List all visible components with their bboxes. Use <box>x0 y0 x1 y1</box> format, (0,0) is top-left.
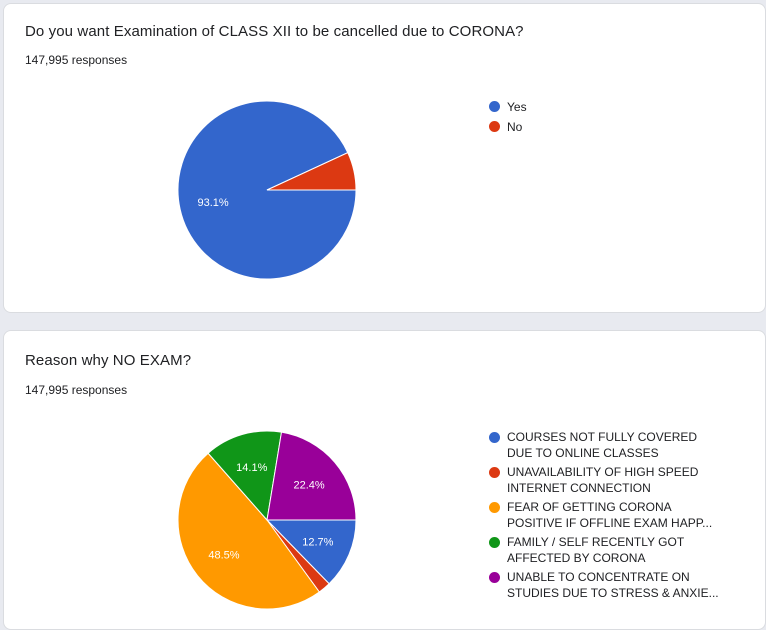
question-title: Reason why NO EXAM? <box>25 352 192 369</box>
pie-slice <box>177 452 321 610</box>
pie-chart: 12.7% 48.5% 14.1% 22.4% <box>177 430 357 610</box>
pie-slice <box>207 430 283 522</box>
legend-swatch <box>489 467 500 478</box>
legend-label: No <box>507 120 523 134</box>
slice-value-label: 48.5% <box>208 550 239 562</box>
pie-slice <box>266 151 357 191</box>
legend-item: UNABLE TO CONCENTRATE ON STUDIES DUE TO S… <box>489 569 729 604</box>
legend-swatch <box>489 121 500 132</box>
legend-swatch <box>489 502 500 513</box>
legend-swatch <box>489 572 500 583</box>
chart-card-reason: Reason why NO EXAM? 147,995 responses 12… <box>3 330 766 630</box>
legend-item: COURSES NOT FULLY COVERED DUE TO ONLINE C… <box>489 429 729 464</box>
legend-label: POSITIVE IF OFFLINE EXAM HAPP... <box>507 516 713 530</box>
slice-value-label: 22.4% <box>293 479 324 491</box>
legend-item: Yes <box>489 99 527 119</box>
chart-card-exam-cancel: Do you want Examination of CLASS XII to … <box>3 3 766 313</box>
slice-value-label: 14.1% <box>236 462 267 474</box>
legend-label: COURSES NOT FULLY COVERED <box>507 430 698 444</box>
legend-label: UNAVAILABILITY OF HIGH SPEED <box>507 465 699 479</box>
legend-label: STUDIES DUE TO STRESS & ANXIE... <box>507 586 719 600</box>
legend-swatch <box>489 101 500 112</box>
legend-label: FEAR OF GETTING CORONA <box>507 500 672 514</box>
slice-value-label: 93.1% <box>198 197 229 209</box>
legend-swatch <box>489 537 500 548</box>
chart-legend: COURSES NOT FULLY COVERED DUE TO ONLINE C… <box>489 429 729 604</box>
pie-slice <box>266 431 357 521</box>
response-count: 147,995 responses <box>25 53 128 67</box>
response-count: 147,995 responses <box>25 383 128 397</box>
slice-value-label: 12.7% <box>302 536 333 548</box>
question-title: Do you want Examination of CLASS XII to … <box>25 23 524 40</box>
legend-label: FAMILY / SELF RECENTLY GOT <box>507 535 685 549</box>
legend-label: Yes <box>507 100 527 114</box>
legend-label: UNABLE TO CONCENTRATE ON <box>507 570 690 584</box>
legend-item: FEAR OF GETTING CORONA POSITIVE IF OFFLIN… <box>489 499 729 534</box>
chart-legend: Yes No <box>489 99 527 139</box>
legend-item: UNAVAILABILITY OF HIGH SPEED INTERNET CON… <box>489 464 729 499</box>
pie-slice <box>265 519 357 585</box>
pie-chart: 93.1% <box>177 100 357 280</box>
legend-swatch <box>489 432 500 443</box>
legend-item: FAMILY / SELF RECENTLY GOT AFFECTED BY CO… <box>489 534 729 569</box>
legend-label: AFFECTED BY CORONA <box>507 551 646 565</box>
legend-label: DUE TO ONLINE CLASSES <box>507 446 659 460</box>
legend-label: INTERNET CONNECTION <box>507 481 651 495</box>
legend-item: No <box>489 119 527 139</box>
